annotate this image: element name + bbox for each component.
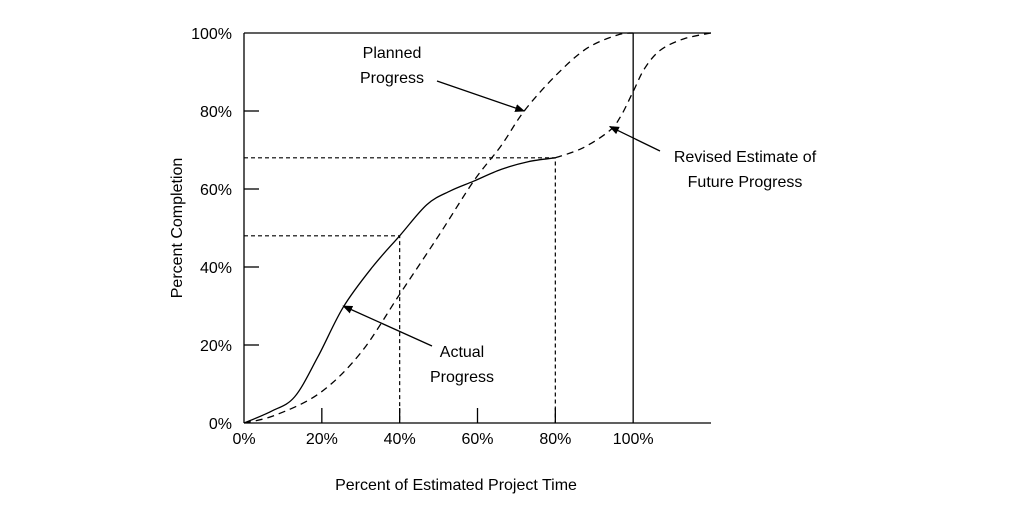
series-lines	[243, 32, 712, 424]
y-axis-label: Percent Completion	[169, 158, 186, 299]
annotation-label: Progress	[430, 369, 494, 386]
annotation-arrow	[608, 126, 661, 152]
annotation-label: Planned	[363, 45, 422, 62]
series-line-planned-progress	[243, 32, 634, 424]
annotation-arrow	[436, 80, 526, 112]
x-tick-label: 80%	[539, 431, 571, 448]
annotation-label: Revised Estimate of	[674, 149, 817, 166]
x-tick-label: 40%	[384, 431, 416, 448]
x-tick-label: 100%	[613, 431, 654, 448]
axes: 0% 20% 40% 60% 80% 100% 0% 20% 40% 60% 80% 100%	[191, 26, 711, 448]
reference-lines	[244, 33, 634, 423]
x-tick-label: 60%	[461, 431, 493, 448]
annotation-label: Progress	[360, 70, 424, 87]
x-axis-label: Percent of Estimated Project Time	[335, 477, 577, 494]
x-tick-label: 0%	[232, 431, 255, 448]
y-tick-label: 100%	[191, 26, 232, 43]
series-line-actual-progress	[243, 157, 556, 424]
y-tick-label: 0%	[209, 416, 232, 433]
annotations: Planned Progress Actual Progress Revised Est…	[342, 45, 817, 386]
y-tick-label: 40%	[200, 260, 232, 277]
x-tick-label: 20%	[306, 431, 338, 448]
y-tick-label: 20%	[200, 338, 232, 355]
y-tick-label: 60%	[200, 182, 232, 199]
annotation-arrow	[342, 305, 433, 347]
annotation-label: Actual	[440, 344, 484, 361]
series-line-revised-estimate-of-future-progress	[555, 32, 712, 159]
status-reference-line	[244, 235, 401, 423]
annotation-label: Future Progress	[688, 174, 803, 191]
y-tick-label: 80%	[200, 104, 232, 121]
